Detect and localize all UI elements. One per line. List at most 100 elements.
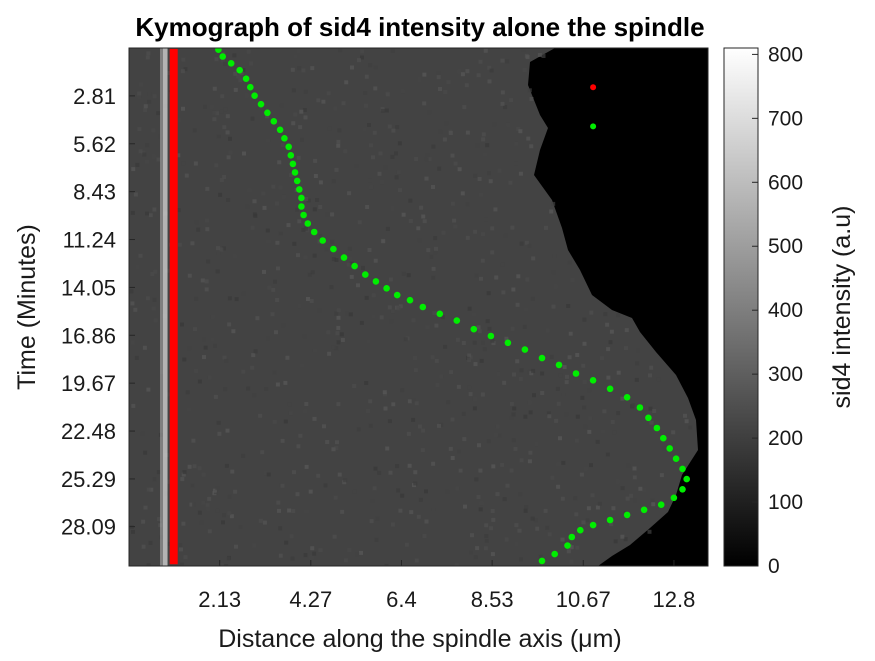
colorbar-tick-label: 600: [768, 171, 803, 194]
colorbar-tick-label: 0: [768, 555, 780, 578]
data-point: [683, 475, 690, 483]
data-point: [660, 434, 667, 442]
data-point: [589, 377, 597, 384]
data-point: [215, 48, 222, 53]
y-tick-label: 16.86: [61, 323, 116, 348]
chart-title: Kymograph of sid4 intensity alone the sp…: [135, 12, 704, 42]
data-point: [572, 370, 580, 377]
data-point: [670, 494, 678, 502]
x-tick-label: 10.67: [556, 587, 611, 612]
data-point: [568, 533, 576, 541]
colorbar-label: sid4 intensity (a.u): [828, 206, 856, 409]
x-tick-label: 6.4: [386, 587, 417, 612]
data-point: [310, 228, 318, 236]
data-point: [298, 194, 305, 202]
colorbar-tick-label: 400: [768, 299, 803, 322]
data-point: [636, 404, 644, 411]
colorbar: 0 100 200 300 400 500 600 700 800 sid4 intensity…: [723, 43, 856, 578]
data-point: [623, 511, 631, 519]
data-point: [606, 516, 614, 524]
bright-band-core: [163, 48, 167, 566]
data-point: [291, 169, 299, 176]
data-point: [351, 262, 358, 270]
data-point: [242, 75, 250, 82]
y-tick-label: 11.24: [63, 228, 116, 253]
data-point: [551, 550, 558, 558]
data-point: [287, 152, 295, 159]
data-point: [555, 361, 563, 369]
data-point: [521, 346, 529, 353]
data-point: [436, 310, 444, 318]
data-point: [640, 506, 648, 514]
data-point: [227, 60, 235, 67]
data-point: [236, 66, 243, 74]
data-point: [393, 291, 401, 299]
data-point: [487, 332, 495, 340]
colorbar-tick-label: 100: [768, 491, 803, 514]
data-point: [285, 143, 293, 151]
data-point: [247, 83, 254, 91]
y-tick-label: 14.05: [61, 275, 116, 300]
colorbar-tick-label: 300: [768, 363, 803, 386]
data-point: [372, 278, 380, 285]
data-point: [319, 237, 327, 244]
data-point: [606, 385, 614, 393]
data-point: [406, 296, 414, 304]
data-point: [645, 414, 652, 422]
annotation-marker: [590, 123, 597, 130]
data-point: [666, 445, 673, 452]
data-point: [340, 254, 348, 261]
plot-area: [129, 48, 708, 566]
data-point: [453, 317, 461, 324]
x-tick-label: 12.8: [653, 587, 696, 612]
y-axis-label: Time (Minutes): [13, 224, 41, 390]
data-point: [577, 526, 584, 534]
data-point: [362, 271, 369, 278]
x-tick-label: 4.27: [289, 587, 332, 612]
y-tick-label: 22.48: [61, 419, 116, 444]
y-tick-label: 28.09: [61, 515, 116, 540]
colorbar-tick-label: 800: [768, 43, 803, 66]
data-point: [289, 160, 297, 168]
data-point: [264, 109, 271, 117]
data-point: [679, 465, 686, 473]
data-point: [251, 92, 258, 99]
colorbar-tick-label: 700: [768, 107, 803, 130]
data-point: [219, 53, 226, 60]
data-point: [298, 203, 305, 210]
tracked-series: [169, 48, 690, 565]
data-point: [304, 220, 312, 227]
data-point: [270, 118, 278, 125]
y-tick-label: 19.67: [61, 371, 116, 396]
data-point: [623, 394, 631, 401]
y-tick-label: 8.43: [73, 180, 116, 205]
data-point: [538, 557, 546, 565]
y-tick-label: 2.81: [73, 84, 116, 109]
data-point: [672, 455, 680, 463]
plot-frame: [128, 47, 709, 567]
data-point: [419, 303, 427, 311]
x-tick-label: 8.53: [471, 587, 514, 612]
colorbar-gradient: [723, 47, 759, 567]
cell-intensity-region: [129, 48, 698, 566]
data-point: [293, 177, 301, 185]
data-point: [589, 521, 597, 529]
x-axis-ticks: 2.13 4.27 6.4 8.53 10.67 12.8: [198, 560, 695, 612]
data-point: [657, 501, 665, 509]
y-tick-label: 25.29: [61, 467, 116, 492]
data-point: [296, 186, 303, 193]
colorbar-tick-label: 200: [768, 427, 803, 450]
colorbar-tick-label: 500: [768, 235, 803, 258]
data-point: [330, 245, 337, 253]
x-tick-label: 2.13: [198, 587, 241, 612]
y-tick-label: 5.62: [73, 132, 116, 157]
data-point: [538, 354, 546, 362]
data-point: [470, 325, 478, 333]
data-point: [564, 542, 571, 549]
data-point: [300, 211, 307, 219]
data-point: [504, 339, 512, 347]
data-point: [383, 285, 390, 292]
data-point: [653, 424, 661, 432]
